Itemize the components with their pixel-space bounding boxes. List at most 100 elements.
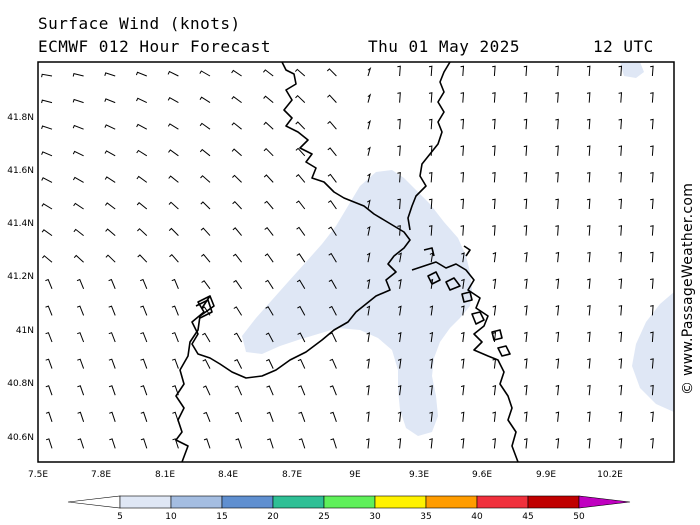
wind-barb	[587, 251, 591, 263]
wind-barb	[586, 118, 591, 130]
lon-tick-label: 9.9E	[536, 470, 556, 480]
wind-barb	[202, 359, 211, 369]
wind-barb	[108, 358, 116, 369]
wind-barb	[398, 332, 402, 343]
wind-barb	[650, 118, 654, 130]
legend-label: 15	[216, 512, 227, 522]
wind-barb	[367, 172, 371, 183]
wind-barb	[77, 358, 85, 369]
wind-barb	[555, 438, 560, 449]
wind-barb	[492, 118, 496, 130]
wind-barb	[265, 306, 274, 316]
wind-barb	[650, 225, 654, 236]
wind-barb	[586, 145, 591, 156]
legend-label: 45	[522, 512, 533, 522]
wind-barb	[45, 385, 53, 396]
wind-barb	[587, 411, 591, 422]
wind-barb	[429, 438, 433, 449]
wind-barb	[108, 278, 116, 289]
wind-barb	[461, 305, 465, 316]
wind-barb	[199, 148, 211, 157]
wind-barb	[523, 198, 528, 210]
wind-barb	[265, 332, 274, 343]
wind-barb	[618, 198, 623, 210]
wind-barb	[327, 173, 337, 183]
legend-swatch	[323, 495, 376, 509]
wind-barb	[587, 438, 591, 449]
wind-barb	[297, 358, 306, 369]
wind-barb	[109, 438, 116, 449]
wind-barb	[461, 252, 465, 263]
wind-barb	[398, 278, 402, 289]
legend-label: 50	[573, 512, 585, 522]
wind-barb	[329, 358, 337, 369]
wind-barb	[167, 70, 179, 77]
wind-barb	[524, 278, 528, 289]
wind-barb	[298, 438, 306, 449]
wind-barb	[555, 384, 560, 396]
wind-barb	[492, 384, 497, 396]
wind-barb	[555, 411, 560, 422]
wind-barb	[555, 251, 560, 263]
wind-barb	[650, 65, 654, 77]
wind-barb	[460, 438, 465, 449]
wind-barb	[366, 332, 371, 343]
legend-swatch	[374, 495, 427, 509]
wind-barb	[45, 332, 53, 343]
wind-barb	[266, 411, 274, 422]
wind-barb	[296, 200, 306, 210]
wind-barb	[586, 225, 591, 236]
wind-barb	[136, 149, 148, 157]
wind-barb	[460, 198, 465, 210]
wind-barb	[492, 438, 496, 449]
wind-barb	[618, 358, 623, 369]
wind-barb	[233, 306, 243, 316]
wind-barb	[555, 171, 559, 183]
coastline	[175, 61, 519, 463]
wind-barb	[397, 145, 401, 156]
wind-barb	[366, 385, 370, 396]
wind-barb	[72, 124, 84, 130]
wind-barb	[172, 438, 179, 449]
wind-barb	[618, 118, 623, 130]
lon-tick-label: 9.6E	[472, 470, 492, 480]
wind-barb	[105, 202, 116, 210]
wind-barb	[77, 411, 85, 422]
map-title: Surface Wind (knots)	[38, 14, 241, 33]
wind-barb	[428, 225, 433, 236]
wind-barb	[618, 331, 623, 343]
wind-barb	[555, 65, 559, 77]
lat-tick-label: 41.8N	[7, 113, 34, 123]
wind-barb	[330, 411, 337, 422]
wind-barb	[264, 227, 274, 236]
wind-barb	[555, 305, 560, 316]
wind-barb	[231, 69, 242, 77]
wind-barb	[109, 411, 116, 422]
wind-barb	[202, 332, 211, 343]
wind-barb	[461, 331, 465, 343]
wind-barb	[104, 98, 116, 104]
wind-barb	[587, 278, 591, 289]
wind-barb	[524, 251, 528, 263]
wind-barb	[328, 252, 337, 263]
wind-barb	[232, 227, 242, 236]
wind-barb	[199, 96, 211, 104]
wind-barb	[330, 438, 337, 449]
wind-barb	[200, 253, 211, 263]
wind-barb	[428, 118, 433, 130]
legend-label: 30	[369, 512, 381, 522]
wind-barb	[168, 175, 179, 183]
wind-barb	[45, 438, 53, 449]
wind-barb	[72, 98, 84, 104]
wind-barb	[460, 171, 465, 183]
wind-barb	[460, 384, 465, 396]
wind-barb	[231, 148, 242, 157]
wind-barb	[429, 411, 433, 422]
wind-barb	[76, 278, 85, 289]
wind-barb	[201, 280, 211, 290]
wind-barb	[397, 118, 401, 130]
wind-barb	[328, 226, 337, 236]
wind-barb	[72, 176, 84, 183]
wind-barb	[586, 198, 591, 210]
wind-barb	[650, 171, 654, 183]
